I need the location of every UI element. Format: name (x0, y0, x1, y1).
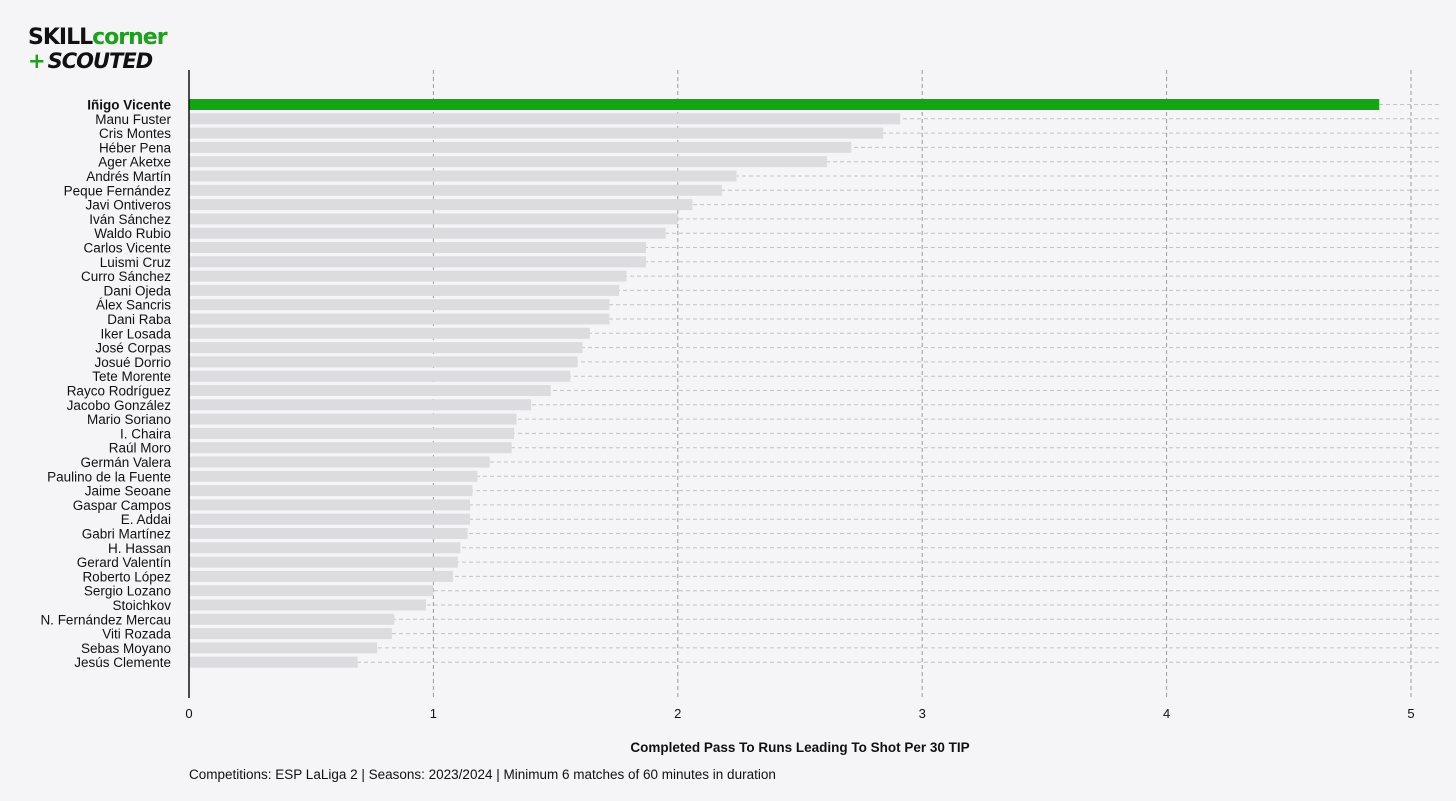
player-label: Raúl Moro (109, 441, 171, 456)
player-label: Roberto López (82, 569, 171, 584)
bar (189, 199, 693, 211)
bar (189, 413, 517, 425)
player-label: Paulino de la Fuente (47, 469, 171, 484)
player-label: Dani Ojeda (103, 283, 171, 298)
bar (189, 284, 620, 296)
bar (189, 99, 1380, 110)
player-label: N. Fernández Mercau (40, 612, 171, 627)
bar (189, 599, 427, 611)
bar (189, 213, 678, 225)
player-label: Dani Raba (107, 312, 171, 327)
player-label: Gaspar Campos (73, 498, 172, 513)
player-label: E. Addai (121, 512, 171, 527)
player-label: Jaime Seoane (85, 484, 171, 499)
bar (189, 270, 627, 282)
x-tick-label: 4 (1163, 706, 1170, 721)
player-label: Andrés Martín (86, 169, 171, 184)
x-axis-label: Completed Pass To Runs Leading To Shot P… (630, 740, 969, 755)
bar (189, 370, 571, 382)
x-tick-labels: 0 1 2 3 4 5 (185, 706, 1414, 721)
player-label: Iñigo Vicente (87, 98, 171, 113)
player-label: Javi Ontiveros (85, 198, 171, 213)
bar (189, 542, 461, 554)
player-label: Gabri Martínez (82, 527, 172, 542)
bar (189, 513, 471, 525)
bar (189, 356, 578, 368)
bar (189, 556, 458, 568)
player-label: Curro Sánchez (81, 269, 171, 284)
player-label: Germán Valera (80, 455, 171, 470)
player-label: José Corpas (95, 341, 171, 356)
bar (189, 628, 392, 640)
player-label: Cris Montes (99, 126, 171, 141)
player-label: Rayco Rodríguez (67, 384, 172, 399)
x-tick-label: 2 (674, 706, 681, 721)
skillcorner-scouted-logo: SKILLcorner + SCOUTED (28, 26, 178, 74)
bar (189, 242, 647, 253)
player-label: Luismi Cruz (100, 255, 172, 270)
bar (189, 570, 453, 582)
player-label: Jacobo González (67, 398, 172, 413)
bar (189, 456, 490, 468)
x-tick-label: 1 (430, 706, 437, 721)
footnote: Competitions: ESP LaLiga 2 | Seasons: 20… (189, 767, 776, 782)
player-label: Sebas Moyano (81, 641, 171, 656)
player-label: Gerard Valentín (77, 555, 171, 570)
bar (189, 170, 737, 182)
logo-word-corner: corner (92, 25, 167, 50)
bar (189, 313, 610, 325)
player-label: Carlos Vicente (83, 241, 171, 256)
bar (189, 585, 434, 597)
bar (189, 613, 395, 625)
player-label: Manu Fuster (95, 112, 171, 127)
player-label: Tete Morente (92, 369, 171, 384)
x-tick-label: 3 (919, 706, 926, 721)
bar (189, 256, 647, 268)
player-label: Viti Rozada (102, 627, 171, 642)
player-label: Héber Pena (99, 140, 172, 155)
logo-word-skill: SKILL (28, 25, 93, 50)
player-label: Josué Dorrio (94, 355, 171, 370)
bar (189, 227, 666, 239)
player-label: Stoichkov (112, 598, 171, 613)
bar (189, 385, 551, 396)
logo-word-scouted: SCOUTED (47, 49, 154, 73)
bar (189, 528, 468, 539)
x-tick-label: 0 (185, 706, 192, 721)
player-label: H. Hassan (108, 541, 171, 556)
bar (189, 141, 852, 153)
player-label: Mario Soriano (87, 412, 171, 427)
bars (189, 99, 1380, 668)
bar (189, 184, 722, 196)
bar (189, 113, 901, 125)
bar (189, 656, 358, 668)
player-label: Waldo Rubio (94, 226, 171, 241)
player-label: Jesús Clemente (74, 655, 171, 670)
bar (189, 127, 884, 139)
player-label: Sergio Lozano (84, 584, 171, 599)
bar (189, 427, 515, 439)
bar (189, 470, 478, 482)
player-label: Iker Losada (100, 326, 171, 341)
bar (189, 399, 532, 411)
player-label: I. Chaira (120, 426, 172, 441)
player-label: Álex Sancris (96, 298, 171, 313)
bar (189, 442, 512, 454)
bar (189, 499, 471, 511)
player-label: Ager Aketxe (98, 155, 171, 170)
bar (189, 342, 583, 354)
logo-plus: + (28, 49, 46, 73)
bar (189, 642, 378, 654)
bar (189, 327, 590, 339)
bar (189, 485, 473, 497)
bar (189, 156, 827, 168)
x-tick-label: 5 (1407, 706, 1414, 721)
bar (189, 299, 610, 311)
player-label: Peque Fernández (64, 183, 172, 198)
player-label: Iván Sánchez (89, 212, 171, 227)
